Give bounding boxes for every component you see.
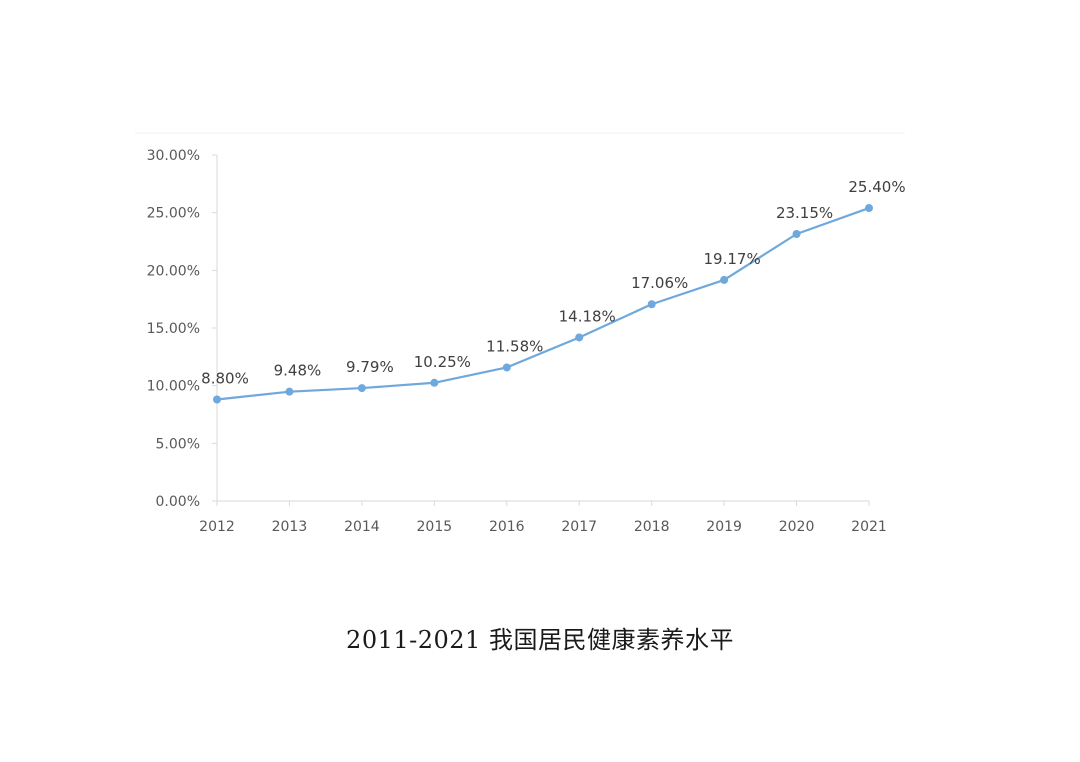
data-point <box>792 230 801 239</box>
data-label: 10.25% <box>414 353 471 371</box>
data-point <box>357 384 366 393</box>
data-label: 25.40% <box>848 178 905 196</box>
chart-caption: 2011-2021 我国居民健康素养水平 <box>346 626 734 654</box>
data-point <box>865 204 873 213</box>
y-tick-label: 20.00% <box>147 263 200 279</box>
data-point <box>502 363 511 372</box>
x-tick-label: 2012 <box>199 519 235 535</box>
data-label: 17.06% <box>631 274 688 292</box>
data-point <box>285 387 294 396</box>
x-tick-label: 2018 <box>634 519 670 535</box>
y-tick-label: 10.00% <box>147 379 200 395</box>
data-label: 9.79% <box>346 358 394 376</box>
x-tick-label: 2017 <box>561 519 597 535</box>
data-point <box>575 333 584 342</box>
x-tick-label: 2020 <box>779 519 815 535</box>
data-label: 19.17% <box>704 250 761 268</box>
series-line <box>216 207 870 401</box>
data-point <box>720 275 729 284</box>
y-tick-label: 30.00% <box>147 148 200 164</box>
data-point <box>647 300 656 309</box>
data-label: 23.15% <box>776 204 833 222</box>
data-label: 14.18% <box>559 307 616 325</box>
y-tick-label: 25.00% <box>147 206 200 222</box>
x-tick-label: 2014 <box>344 519 380 535</box>
data-label: 9.48% <box>274 362 322 380</box>
data-label: 8.80% <box>201 370 249 388</box>
x-tick-label: 2019 <box>706 519 742 535</box>
x-tick-label: 2015 <box>417 519 453 535</box>
y-tick-label: 5.00% <box>156 436 200 452</box>
data-point <box>213 395 221 404</box>
x-tick-label: 2013 <box>272 519 308 535</box>
x-tick-label: 2021 <box>851 519 887 535</box>
y-tick-label: 0.00% <box>156 494 200 510</box>
y-tick-label: 15.00% <box>147 321 200 337</box>
data-label: 11.58% <box>486 337 543 355</box>
x-tick-label: 2016 <box>489 519 525 535</box>
data-point <box>430 378 439 387</box>
